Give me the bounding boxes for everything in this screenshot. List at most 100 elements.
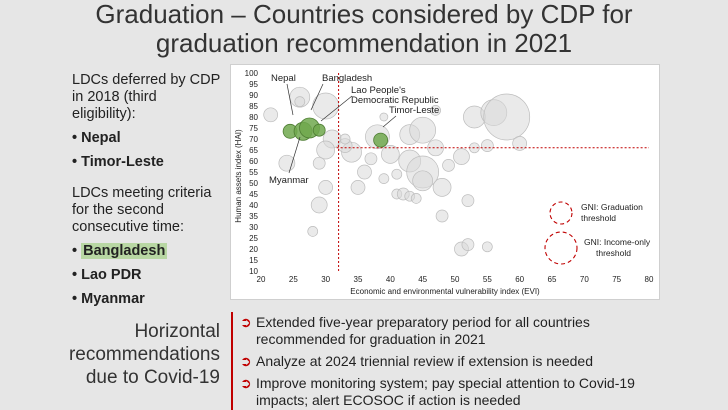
- country-bubble: [263, 107, 279, 123]
- x-tick-label: 60: [515, 275, 524, 284]
- slide-title: Graduation – Countries considered by CDP…: [0, 0, 728, 58]
- x-tick-label: 30: [321, 275, 330, 284]
- country-bubble: [442, 159, 455, 172]
- country-bubble: [312, 92, 340, 120]
- y-tick-label: 55: [249, 168, 258, 177]
- country-bubble: [339, 133, 351, 145]
- y-tick-label: 45: [249, 190, 258, 199]
- recommendation-1: ➲ Extended five-year preparatory period …: [240, 314, 680, 348]
- label-nepal: Nepal: [271, 73, 296, 84]
- leader-timor-leste: [382, 115, 397, 128]
- horizontal-label-line-1: Horizontal: [134, 321, 220, 342]
- country-bubble: [512, 136, 528, 151]
- y-tick-label: 40: [249, 201, 258, 210]
- country-bubble: [378, 173, 390, 184]
- country-bubble: [364, 152, 378, 166]
- country-bubble: [310, 196, 328, 214]
- recommendation-2: ➲ Analyze at 2024 triennial review if ex…: [240, 353, 680, 370]
- horizontal-recommendations-label: Horizontal recommendations due to Covid-…: [0, 320, 220, 389]
- bubble-lao-people-s-democratic-republic: [312, 123, 326, 137]
- country-bubble: [432, 178, 452, 197]
- y-tick-label: 30: [249, 223, 258, 232]
- country-bubble: [461, 194, 475, 207]
- label-lao-line-1: Lao People's: [351, 85, 406, 96]
- country-bubble: [453, 148, 470, 165]
- y-tick-label: 15: [249, 256, 258, 265]
- legend-income-line-2: threshold: [596, 248, 631, 258]
- x-tick-label: 20: [257, 275, 266, 284]
- label-lao-line-2: Democratic Republic: [351, 95, 439, 106]
- deferred-heading-line-2: in 2018 (third: [72, 89, 157, 105]
- country-bubble: [318, 180, 334, 195]
- x-tick-label: 40: [386, 275, 395, 284]
- arrow-icon: ➲: [240, 375, 252, 391]
- country-bubble: [278, 154, 296, 172]
- legend-graduation-circle: [549, 201, 573, 225]
- arrow-icon: ➲: [240, 314, 252, 330]
- country-bubble: [350, 180, 366, 195]
- country-bubble: [461, 238, 475, 251]
- bubble-timor-leste: [373, 132, 389, 148]
- deferred-heading-line-3: eligibility):: [72, 106, 136, 122]
- y-tick-label: 70: [249, 135, 258, 144]
- y-tick-label: 35: [249, 212, 258, 221]
- recommendation-text: Extended five-year preparatory period fo…: [256, 314, 590, 347]
- meeting-heading-line-1: LDCs meeting criteria: [72, 185, 212, 201]
- label-myanmar: Myanmar: [269, 175, 309, 186]
- x-tick-label: 55: [483, 275, 492, 284]
- meeting-item-lao-pdr: Lao PDR: [72, 267, 232, 284]
- title-line-1: Graduation – Countries considered by CDP…: [95, 0, 633, 29]
- deferred-item-timor-leste: Timor-Leste: [72, 154, 232, 171]
- country-bubble: [307, 226, 319, 237]
- y-tick-label: 65: [249, 146, 258, 155]
- meeting-heading-line-3: consecutive time:: [72, 219, 185, 235]
- x-tick-label: 65: [548, 275, 557, 284]
- leader-bangladesh: [310, 83, 324, 111]
- y-tick-label: 20: [249, 245, 258, 254]
- x-tick-label: 70: [580, 275, 589, 284]
- y-tick-label: 90: [249, 91, 258, 100]
- country-bubble: [391, 168, 403, 180]
- x-tick-label: 75: [612, 275, 621, 284]
- y-tick-label: 100: [245, 69, 259, 78]
- country-bubble: [435, 209, 449, 223]
- country-bubble: [412, 170, 434, 192]
- title-line-2: graduation recommendation in 2021: [155, 28, 573, 58]
- x-tick-label: 25: [289, 275, 298, 284]
- y-tick-label: 75: [249, 124, 258, 133]
- recommendation-3: ➲ Improve monitoring system; pay special…: [240, 375, 680, 409]
- country-bubble: [483, 93, 531, 141]
- legend-income-circle: [544, 231, 578, 265]
- leader-nepal: [286, 83, 294, 116]
- leader-lao: [320, 95, 353, 122]
- horizontal-label-line-3: due to Covid-19: [85, 367, 220, 388]
- arrow-icon: ➲: [240, 353, 252, 369]
- country-bubble: [410, 193, 422, 204]
- y-tick-label: 95: [249, 80, 258, 89]
- chart-panel: 10 15 20 25 30 35 40 45 50 55 60 65 70 75 80 85 90 95 100 2…: [230, 64, 660, 300]
- country-bubble: [380, 145, 400, 164]
- x-tick-label: 35: [354, 275, 363, 284]
- y-tick-label: 60: [249, 157, 258, 166]
- country-bubble: [409, 116, 437, 144]
- deferred-item-nepal: Nepal: [72, 130, 232, 147]
- y-tick-label: 85: [249, 102, 258, 111]
- country-bubble: [480, 139, 494, 152]
- y-tick-label: 10: [249, 267, 258, 276]
- meeting-item-myanmar: Myanmar: [72, 291, 232, 308]
- country-bubble: [312, 156, 326, 170]
- x-tick-label: 50: [451, 275, 460, 284]
- country-bubble: [316, 140, 336, 160]
- country-bubble: [357, 164, 372, 180]
- horizontal-label-line-2: recommendations: [68, 344, 220, 365]
- deferred-heading-line-1: LDCs deferred by CDP: [72, 72, 221, 88]
- y-tick-label: 80: [249, 113, 258, 122]
- y-tick-label: 50: [249, 179, 258, 188]
- y-tick-label: 25: [249, 234, 258, 243]
- country-bubble: [294, 96, 306, 107]
- leader-myanmar: [288, 136, 301, 174]
- legend-income-line-1: GNI: Income-only: [584, 237, 651, 247]
- country-bubble: [481, 241, 493, 253]
- highlighted-bangladesh: Bangladesh: [81, 243, 168, 259]
- legend-graduation-line-1: GNI: Graduation: [581, 202, 643, 212]
